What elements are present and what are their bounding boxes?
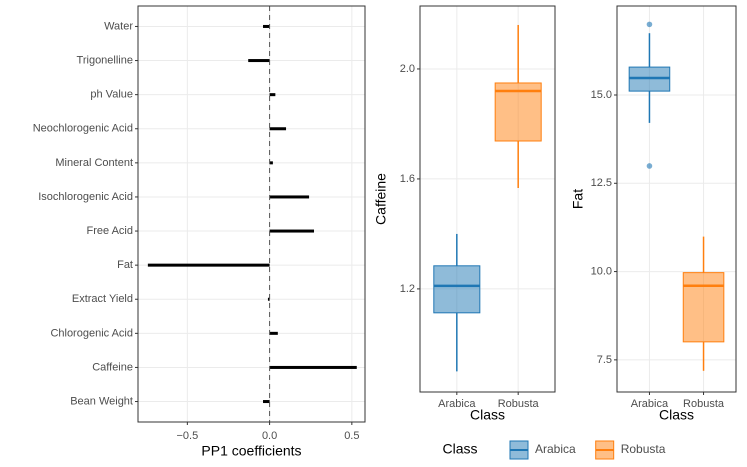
panel — [138, 6, 365, 422]
y-axis-label: Caffeine — [373, 173, 389, 225]
outlier — [646, 163, 653, 169]
y-tick-label: 1.6 — [400, 173, 415, 185]
outlier — [646, 21, 653, 28]
x-tick-label: 0.0 — [262, 430, 277, 442]
bar — [263, 400, 270, 404]
y-tick-label: Caffeine — [92, 361, 133, 373]
y-tick-label: Extract Yield — [72, 293, 133, 305]
y-tick-label: Fat — [117, 259, 133, 271]
y-tick-label: Bean Weight — [70, 395, 133, 407]
bar — [248, 59, 270, 63]
legend-label: Arabica — [535, 442, 576, 456]
y-tick-label: ph Value — [90, 89, 133, 101]
bar — [269, 93, 276, 97]
x-tick-label: Robusta — [683, 398, 725, 410]
panel-border — [616, 5, 737, 393]
y-tick-label: Chlorogenic Acid — [50, 327, 133, 339]
bar — [269, 127, 287, 131]
panel-border — [137, 5, 366, 423]
y-tick-label: 2.0 — [400, 63, 415, 75]
box — [433, 265, 481, 314]
bar — [147, 263, 270, 267]
bar — [269, 161, 273, 165]
x-tick-label: Arabica — [438, 398, 476, 410]
x-tick-label: Robusta — [498, 398, 540, 410]
y-tick-label: 10.0 — [591, 265, 612, 277]
y-tick-label: 15.0 — [591, 89, 612, 101]
y-tick-label: 1.2 — [400, 283, 415, 295]
legend-title: Class — [442, 441, 477, 457]
y-tick-label: Neochlorogenic Acid — [33, 123, 133, 135]
y-tick-label: Mineral Content — [55, 157, 133, 169]
y-axis-label: Fat — [570, 189, 586, 209]
y-tick-label: Free Acid — [87, 225, 133, 237]
bar — [269, 195, 310, 199]
x-tick-label: Arabica — [631, 398, 669, 410]
y-tick-label: Water — [104, 20, 133, 32]
x-axis-label: PP1 coefficients — [201, 443, 301, 459]
bar — [269, 365, 357, 369]
y-tick-label: 7.5 — [597, 354, 612, 366]
x-tick-label: −0.5 — [176, 430, 198, 442]
y-tick-label: Trigonelline — [77, 54, 133, 66]
panel — [420, 6, 555, 392]
bar — [269, 331, 278, 335]
x-axis-label: Class — [659, 407, 694, 423]
bar — [263, 24, 270, 28]
box — [682, 272, 725, 343]
bar — [269, 229, 315, 233]
box — [494, 82, 542, 142]
x-tick-label: 0.5 — [344, 430, 359, 442]
y-tick-label: 12.5 — [591, 177, 612, 189]
bar — [267, 297, 270, 301]
y-tick-label: Isochlorogenic Acid — [38, 191, 133, 203]
legend-label: Robusta — [621, 442, 666, 456]
x-axis-label: Class — [470, 407, 505, 423]
panel-border — [419, 5, 556, 393]
